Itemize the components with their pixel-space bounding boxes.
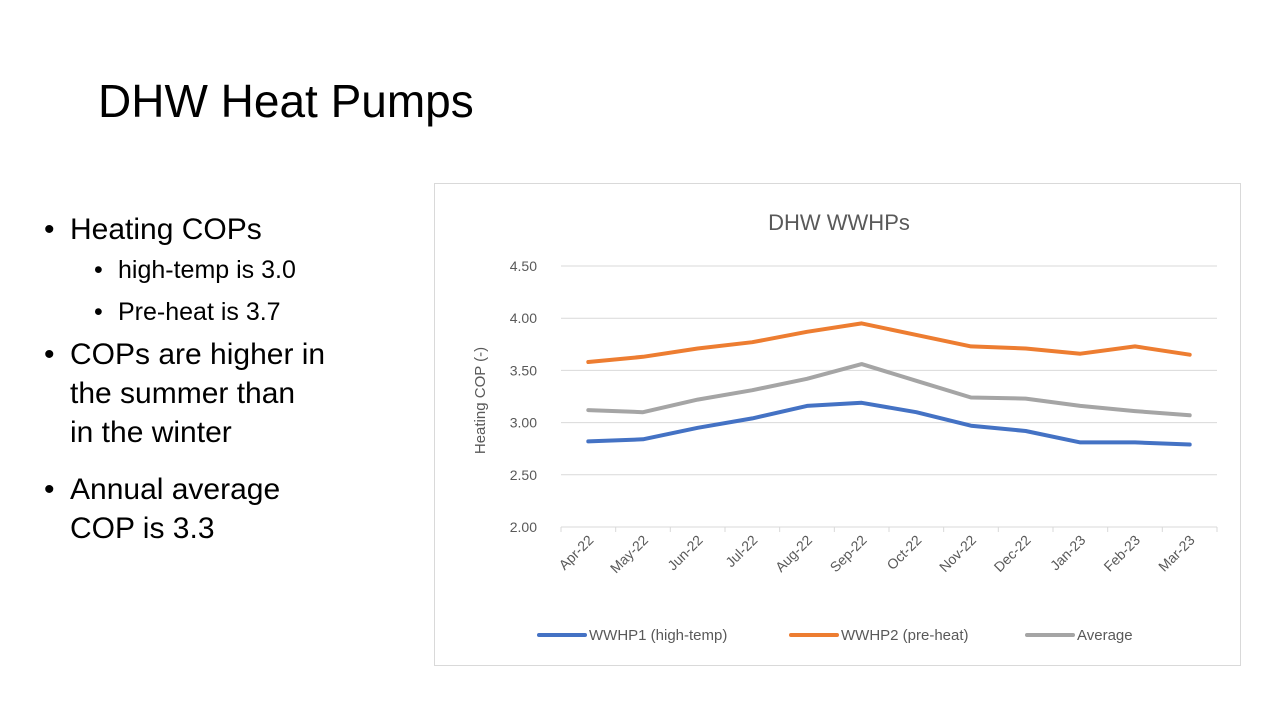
x-tick-label: Jun-22: [664, 532, 706, 574]
chart-title: DHW WWHPs: [768, 210, 910, 235]
x-tick-label: Dec-22: [991, 532, 1034, 575]
x-tick-label: Feb-23: [1100, 532, 1143, 575]
bullet-item: • COPs are higher in the summer than in …: [44, 335, 384, 452]
y-tick-label: 2.50: [510, 467, 537, 483]
y-tick-label: 4.00: [510, 310, 537, 326]
line-chart: DHW WWHPs 2.00 2.50 3.00 3.50 4.00 4.50 Apr-22 M…: [472, 210, 1218, 644]
series-line: [586, 321, 1192, 364]
x-tick-label: Nov-22: [936, 532, 979, 575]
x-tick-label: Aug-22: [772, 532, 815, 575]
legend-label: Average: [1077, 627, 1133, 644]
sub-bullet-text: high-temp is 3.0: [118, 256, 296, 284]
chart-frame: DHW WWHPs 2.00 2.50 3.00 3.50 4.00 4.50 Apr-22 M…: [434, 183, 1241, 666]
legend-label: WWHP1 (high-temp): [589, 627, 727, 644]
sub-bullet-item: • high-temp is 3.0: [44, 249, 384, 291]
series-line: [586, 362, 1192, 418]
bullet-dot-icon: •: [44, 473, 55, 506]
bullet-dot-icon: •: [44, 213, 55, 246]
x-tick-label: Oct-22: [883, 532, 924, 573]
y-tick-label: 4.50: [510, 258, 537, 274]
x-tick-label: Apr-22: [555, 532, 596, 573]
x-tick-label: Jul-22: [722, 532, 760, 570]
bullet-list: • Heating COPs • high-temp is 3.0 • Pre-…: [44, 210, 384, 548]
bullet-line: Annual average: [70, 473, 281, 506]
bullet-text: Heating COPs: [70, 213, 262, 246]
y-tick-label: 3.00: [510, 415, 537, 431]
series-line: [586, 400, 1192, 447]
y-tick-label: 2.00: [510, 519, 537, 535]
bullet-dot-icon: •: [94, 256, 103, 284]
sub-bullet-item: • Pre-heat is 3.7: [44, 291, 384, 333]
bullet-line: COPs are higher in: [70, 338, 326, 371]
x-tick-label: Jan-23: [1047, 532, 1089, 574]
bullet-line: the summer than: [70, 377, 296, 410]
sub-bullet-text: Pre-heat is 3.7: [118, 298, 281, 326]
slide-title: DHW Heat Pumps: [98, 75, 474, 127]
legend-label: WWHP2 (pre-heat): [841, 627, 969, 644]
x-tick-label: May-22: [607, 532, 651, 576]
bullet-dot-icon: •: [94, 298, 103, 326]
y-tick-label: 3.50: [510, 362, 537, 378]
bullet-dot-icon: •: [44, 338, 55, 371]
bullet-line: in the winter: [70, 416, 232, 449]
bullet-item: • Heating COPs: [44, 210, 384, 249]
x-tick-label: Mar-23: [1155, 532, 1198, 575]
bullet-line: COP is 3.3: [70, 512, 215, 545]
y-axis-label: Heating COP (-): [472, 347, 489, 454]
x-tick-label: Sep-22: [827, 532, 870, 575]
bullet-item: • Annual average COP is 3.3: [44, 470, 384, 548]
